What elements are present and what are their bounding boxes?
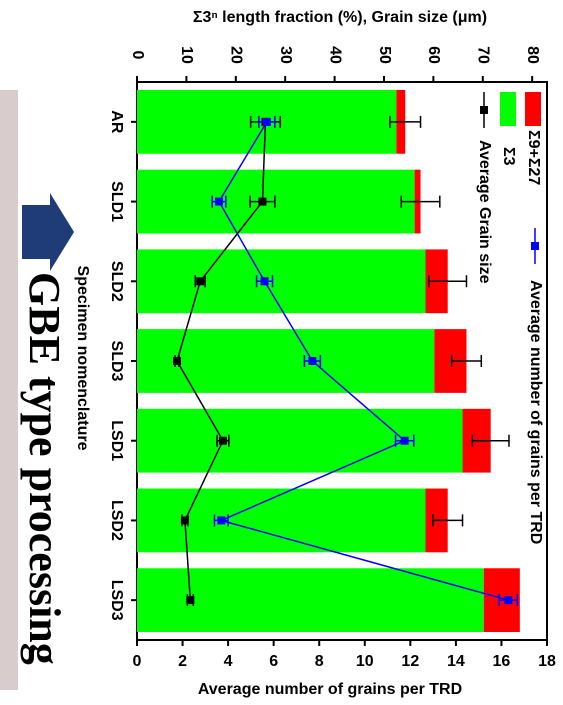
x-tick-label: SLD2 <box>108 261 125 302</box>
marker <box>186 596 194 604</box>
y-tick-label: 70 <box>475 46 492 64</box>
y2-tick-label: 8 <box>315 653 324 670</box>
legend-swatch <box>525 92 541 126</box>
y2-tick-label: 0 <box>133 653 142 670</box>
marker <box>196 277 204 285</box>
marker <box>219 437 227 445</box>
y-tick-label: 80 <box>524 46 541 64</box>
legend-swatch <box>500 92 516 126</box>
y2-tick-label: 10 <box>356 653 374 670</box>
y-tick-label: 30 <box>277 46 294 64</box>
y-tick-label: 60 <box>425 46 442 64</box>
y2-tick-label: 12 <box>401 653 419 670</box>
x-tick-label: LSD2 <box>108 500 125 541</box>
y-tick-label: 10 <box>178 46 195 64</box>
x-tick-label: LSD1 <box>108 420 125 461</box>
marker <box>217 516 225 524</box>
y2-tick-label: 14 <box>447 653 465 670</box>
marker <box>258 198 266 206</box>
marker <box>263 118 271 126</box>
legend-label: Average Grain size <box>476 140 493 284</box>
bar <box>137 170 415 234</box>
marker <box>401 437 409 445</box>
arrow <box>22 193 74 271</box>
y2-tick-label: 18 <box>538 653 556 670</box>
y-tick-label: 20 <box>228 46 245 64</box>
x-tick-label: SLD3 <box>108 341 125 382</box>
x-tick-label: AR <box>108 110 125 134</box>
bar <box>137 249 425 313</box>
chart-title: Σ3ⁿ length fraction (%), Grain size (μm) <box>193 9 487 26</box>
legend-marker <box>480 106 488 114</box>
y-tick-label: 50 <box>376 46 393 64</box>
chart: GBE type processing Σ3ⁿ length fraction … <box>0 0 563 705</box>
y2-tick-label: 6 <box>269 653 278 670</box>
background-strip <box>0 90 18 690</box>
y-tick-label: 40 <box>326 46 343 64</box>
y2-tick-label: 2 <box>178 653 187 670</box>
y2-tick-label: 4 <box>224 653 233 670</box>
legend-label: Σ9+Σ27 <box>525 130 542 185</box>
x-tick-label: LSD3 <box>108 580 125 621</box>
legend-marker <box>531 242 539 250</box>
x-tick-label: SLD1 <box>108 181 125 222</box>
y2-tick-label: 16 <box>493 653 511 670</box>
marker <box>504 596 512 604</box>
legend-label: Average number of grains per TRD <box>527 280 544 544</box>
bar <box>137 329 434 393</box>
x-axis-title: Specimen nomenclature <box>74 266 91 451</box>
y-tick-label: 0 <box>129 51 146 60</box>
marker <box>261 277 269 285</box>
marker <box>308 357 316 365</box>
marker <box>181 516 189 524</box>
y2-axis-title: Average number of grains per TRD <box>198 681 462 698</box>
marker <box>173 357 181 365</box>
banner: GBE type processing <box>20 272 69 665</box>
marker <box>215 198 223 206</box>
legend-label: Σ3 <box>500 147 517 166</box>
bar <box>137 489 425 553</box>
